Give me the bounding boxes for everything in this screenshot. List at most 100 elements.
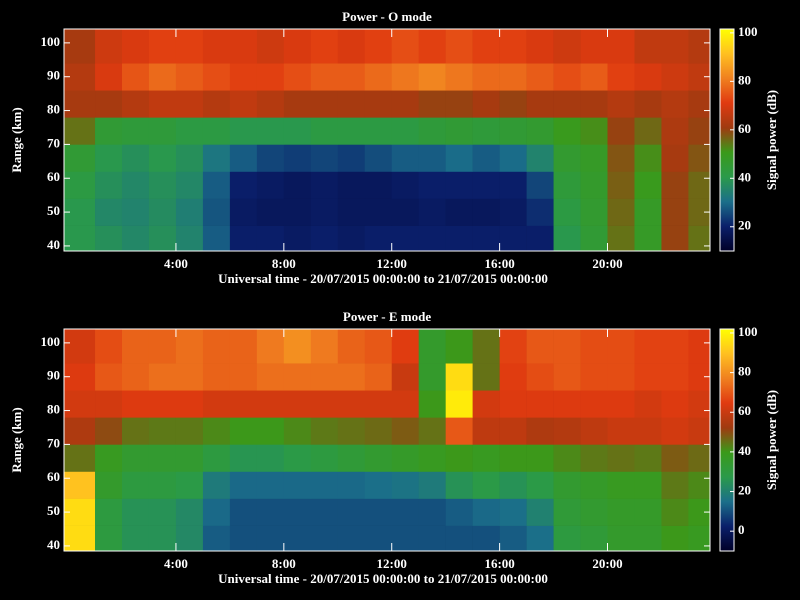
heatmap-cell	[283, 144, 312, 172]
heatmap-cell	[418, 444, 446, 472]
heatmap-cell	[256, 417, 285, 445]
heatmap-cell	[688, 171, 711, 199]
heatmap-cell	[202, 471, 231, 499]
heatmap-cell	[391, 63, 419, 91]
heatmap-cell	[661, 329, 689, 364]
heatmap-cell	[364, 171, 393, 199]
heatmap-cell	[418, 117, 446, 145]
heatmap-cell	[95, 117, 123, 145]
x-tick-label: 12:00	[377, 256, 407, 271]
heatmap-cell	[364, 117, 393, 145]
heatmap-cell	[553, 90, 581, 118]
heatmap-cell	[175, 363, 204, 391]
heatmap-cell	[418, 90, 446, 118]
heatmap-cell	[310, 63, 339, 91]
heatmap-cell	[580, 117, 608, 145]
y-tick-label: 80	[47, 102, 60, 117]
heatmap-cell	[445, 63, 473, 91]
heatmap-cell	[607, 225, 635, 252]
heatmap-cell	[364, 498, 393, 526]
heatmap-cell	[391, 198, 419, 226]
heatmap-cell	[391, 471, 419, 499]
heatmap-cell	[175, 198, 204, 226]
y-tick-label: 70	[47, 135, 60, 150]
heatmap-cell	[121, 363, 150, 391]
heatmap-cell	[256, 198, 285, 226]
heatmap-cell	[310, 498, 339, 526]
y-tick-label: 60	[47, 469, 60, 484]
heatmap-cell	[202, 444, 231, 472]
y-axis-label: Range (km)	[9, 107, 24, 172]
heatmap-cell	[64, 444, 96, 472]
heatmap-cell	[337, 329, 366, 364]
heatmap-cell	[256, 144, 285, 172]
heatmap-cell	[95, 198, 123, 226]
heatmap-cell	[526, 444, 554, 472]
heatmap-cell	[553, 498, 581, 526]
heatmap-cell	[148, 225, 177, 252]
heatmap-cell	[175, 90, 204, 118]
colorbar-tick-label: 80	[738, 72, 751, 87]
heatmap-cell	[391, 225, 419, 252]
heatmap-cell	[175, 117, 204, 145]
heatmap-cell	[337, 90, 366, 118]
heatmap-cell	[445, 29, 473, 64]
heatmap-cell	[175, 390, 204, 418]
heatmap-cell	[580, 90, 608, 118]
heatmap-cell	[418, 390, 446, 418]
heatmap-cell	[499, 90, 527, 118]
heatmap-cell	[607, 329, 635, 364]
heatmap-cell	[607, 363, 635, 391]
heatmap-cell	[229, 144, 258, 172]
heatmap-cell	[418, 471, 446, 499]
heatmap-cell	[634, 471, 662, 499]
heatmap-cell	[607, 471, 635, 499]
heatmap-cell	[95, 90, 123, 118]
heatmap-cell	[499, 117, 527, 145]
heatmap-cell	[499, 363, 527, 391]
heatmap-cell	[553, 171, 581, 199]
heatmap-cell	[148, 525, 177, 552]
heatmap-cell	[364, 390, 393, 418]
plot-frame	[63, 328, 711, 552]
heatmap-cell	[526, 390, 554, 418]
heatmap-cell	[553, 117, 581, 145]
heatmap-cell	[553, 225, 581, 252]
heatmap-cell	[688, 29, 711, 64]
heatmap-cell	[202, 90, 231, 118]
heatmap-cell	[418, 144, 446, 172]
heatmap-cell	[580, 444, 608, 472]
heatmap-cell	[526, 498, 554, 526]
heatmap-cell	[634, 29, 662, 64]
x-tick-label: 20:00	[592, 556, 622, 571]
y-tick-label: 100	[41, 34, 61, 49]
heatmap-cell	[553, 198, 581, 226]
heatmap-cell	[121, 498, 150, 526]
heatmap-cell	[64, 525, 96, 552]
heatmap-cell	[472, 198, 500, 226]
heatmap-cell	[472, 363, 500, 391]
heatmap-cell	[607, 417, 635, 445]
heatmap-cell	[391, 29, 419, 64]
heatmap-cell	[310, 144, 339, 172]
heatmap-cell	[418, 498, 446, 526]
plot-frame	[63, 28, 711, 252]
heatmap-cell	[202, 225, 231, 252]
heatmap-cell	[202, 390, 231, 418]
heatmap-cell	[634, 329, 662, 364]
heatmap-cell	[310, 471, 339, 499]
y-tick-label: 90	[47, 68, 60, 83]
heatmap-cell	[580, 171, 608, 199]
heatmap-cell	[688, 363, 711, 391]
heatmap-cell	[661, 363, 689, 391]
heatmap-cell	[229, 498, 258, 526]
heatmap-cell	[283, 29, 312, 64]
heatmap-cell	[121, 117, 150, 145]
heatmap-cell	[64, 225, 96, 252]
colorbar	[719, 28, 735, 252]
heatmap-cell	[688, 471, 711, 499]
heatmap-cell	[580, 63, 608, 91]
heatmap-cell	[283, 329, 312, 364]
heatmap-cell	[229, 363, 258, 391]
heatmap-cell	[121, 198, 150, 226]
